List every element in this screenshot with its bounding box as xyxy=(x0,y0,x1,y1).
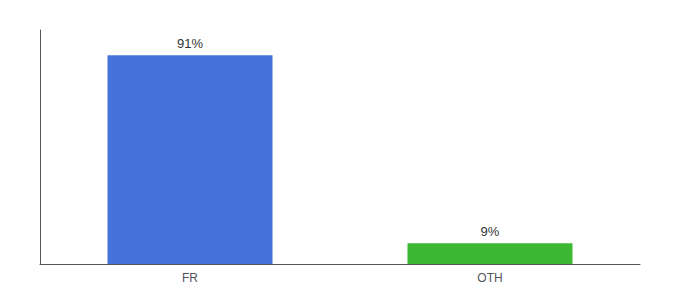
svg-text:FR: FR xyxy=(182,271,198,285)
svg-text:9%: 9% xyxy=(481,224,500,239)
svg-text:91%: 91% xyxy=(177,36,203,51)
svg-text:OTH: OTH xyxy=(477,271,502,285)
